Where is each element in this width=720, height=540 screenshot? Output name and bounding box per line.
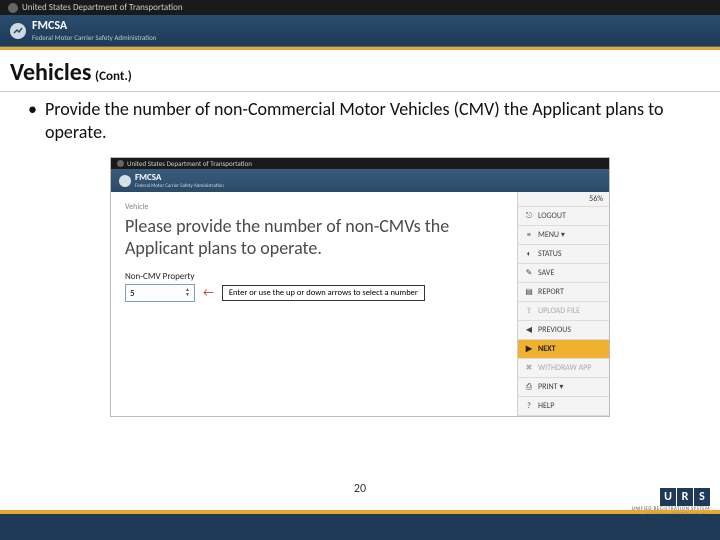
sidebar-label: LOGOUT <box>538 211 566 221</box>
callout-box: Enter or use the up or down arrows to se… <box>222 285 425 301</box>
sidebar-item-next[interactable]: ▶ NEXT <box>518 340 609 359</box>
urs-letter: R <box>677 488 693 506</box>
ss-sidebar: 56% ⎋ LOGOUT ≡ MENU ▾ ◐ STATUS ✎ SAVE ▤ REPORT ⇪ UP… <box>517 192 609 416</box>
sidebar-icon: ? <box>524 401 534 411</box>
footer-blue <box>0 514 720 540</box>
ss-main-panel: Vehicle Please provide the number of non… <box>111 192 517 416</box>
slide-footer: 20 URS UNIFIED REGISTRATION SYSTEM Simpl… <box>0 510 720 540</box>
gov-header: United States Department of Transportati… <box>0 0 720 15</box>
sidebar-icon: ≡ <box>524 230 534 240</box>
gov-seal-icon <box>8 3 18 13</box>
non-cmv-input[interactable]: 5 ▲ ▼ <box>125 284 195 302</box>
callout-arrow-icon: ← <box>203 286 214 300</box>
slide-title: Vehicles (Cont.) <box>0 50 720 91</box>
sidebar-item-logout[interactable]: ⎋ LOGOUT <box>518 207 609 226</box>
spinner-control[interactable]: ▲ ▼ <box>185 288 190 298</box>
ss-fmcsa-header: FMCSA Federal Motor Carrier Safety Admin… <box>111 169 609 192</box>
sidebar-label: SAVE <box>538 268 554 278</box>
sidebar-item-withdraw-app: ✖ WITHDRAW APP <box>518 359 609 378</box>
sidebar-label: HELP <box>538 401 554 411</box>
sidebar-item-help[interactable]: ? HELP <box>518 397 609 416</box>
sidebar-item-previous[interactable]: ◀ PREVIOUS <box>518 321 609 340</box>
bullet-text: Provide the number of non-Commercial Mot… <box>45 98 692 143</box>
sidebar-label: MENU ▾ <box>538 230 565 240</box>
urs-letter: U <box>660 488 676 506</box>
sidebar-icon: ⎙ <box>524 382 534 392</box>
sidebar-icon: ▤ <box>524 287 534 297</box>
ss-fmcsa-name: FMCSA <box>135 172 224 183</box>
gov-text: United States Department of Transportati… <box>22 2 183 13</box>
ss-field-label: Non-CMV Property <box>125 271 503 282</box>
sidebar-label: PREVIOUS <box>538 325 571 335</box>
non-cmv-value: 5 <box>130 288 135 299</box>
sidebar-icon: ◀ <box>524 325 534 335</box>
bullet-item: • Provide the number of non-Commercial M… <box>0 92 720 149</box>
sidebar-item-status[interactable]: ◐ STATUS <box>518 245 609 264</box>
page-number: 20 <box>354 482 366 496</box>
title-cont: (Cont.) <box>95 69 132 84</box>
sidebar-label: PRINT ▾ <box>538 382 563 392</box>
fmcsa-name: FMCSA <box>32 19 156 33</box>
progress-percent: 56% <box>518 192 609 207</box>
spinner-down-icon[interactable]: ▼ <box>185 293 190 298</box>
ss-gov-header: United States Department of Transportati… <box>111 158 609 169</box>
ss-gov-text: United States Department of Transportati… <box>127 159 252 168</box>
fmcsa-subtitle: Federal Motor Carrier Safety Administrat… <box>32 33 156 42</box>
fmcsa-header: FMCSA Federal Motor Carrier Safety Admin… <box>0 15 720 47</box>
sidebar-icon: ✖ <box>524 363 534 373</box>
ss-heading: Please provide the number of non-CMVs th… <box>125 216 503 259</box>
title-main: Vehicles <box>10 58 91 87</box>
bullet-dot-icon: • <box>28 98 37 143</box>
sidebar-icon: ▶ <box>524 344 534 354</box>
sidebar-icon: ◐ <box>524 249 534 259</box>
ss-fmcsa-logo-icon <box>119 175 131 187</box>
sidebar-label: WITHDRAW APP <box>538 363 591 373</box>
sidebar-icon: ✎ <box>524 268 534 278</box>
sidebar-label: STATUS <box>538 249 562 259</box>
sidebar-item-menu-[interactable]: ≡ MENU ▾ <box>518 226 609 245</box>
sidebar-icon: ⎋ <box>524 211 534 221</box>
sidebar-label: UPLOAD FILE <box>538 306 580 316</box>
ss-gov-seal-icon <box>117 160 124 167</box>
sidebar-item-upload-file: ⇪ UPLOAD FILE <box>518 302 609 321</box>
sidebar-label: REPORT <box>538 287 564 297</box>
sidebar-icon: ⇪ <box>524 306 534 316</box>
sidebar-label: NEXT <box>538 344 556 354</box>
embedded-screenshot: United States Department of Transportati… <box>110 157 610 417</box>
sidebar-item-save[interactable]: ✎ SAVE <box>518 264 609 283</box>
fmcsa-logo-icon <box>10 23 26 39</box>
ss-fmcsa-sub: Federal Motor Carrier Safety Administrat… <box>135 183 224 189</box>
ss-breadcrumb: Vehicle <box>125 202 503 212</box>
urs-letter: S <box>694 488 710 506</box>
sidebar-item-print-[interactable]: ⎙ PRINT ▾ <box>518 378 609 397</box>
sidebar-item-report[interactable]: ▤ REPORT <box>518 283 609 302</box>
